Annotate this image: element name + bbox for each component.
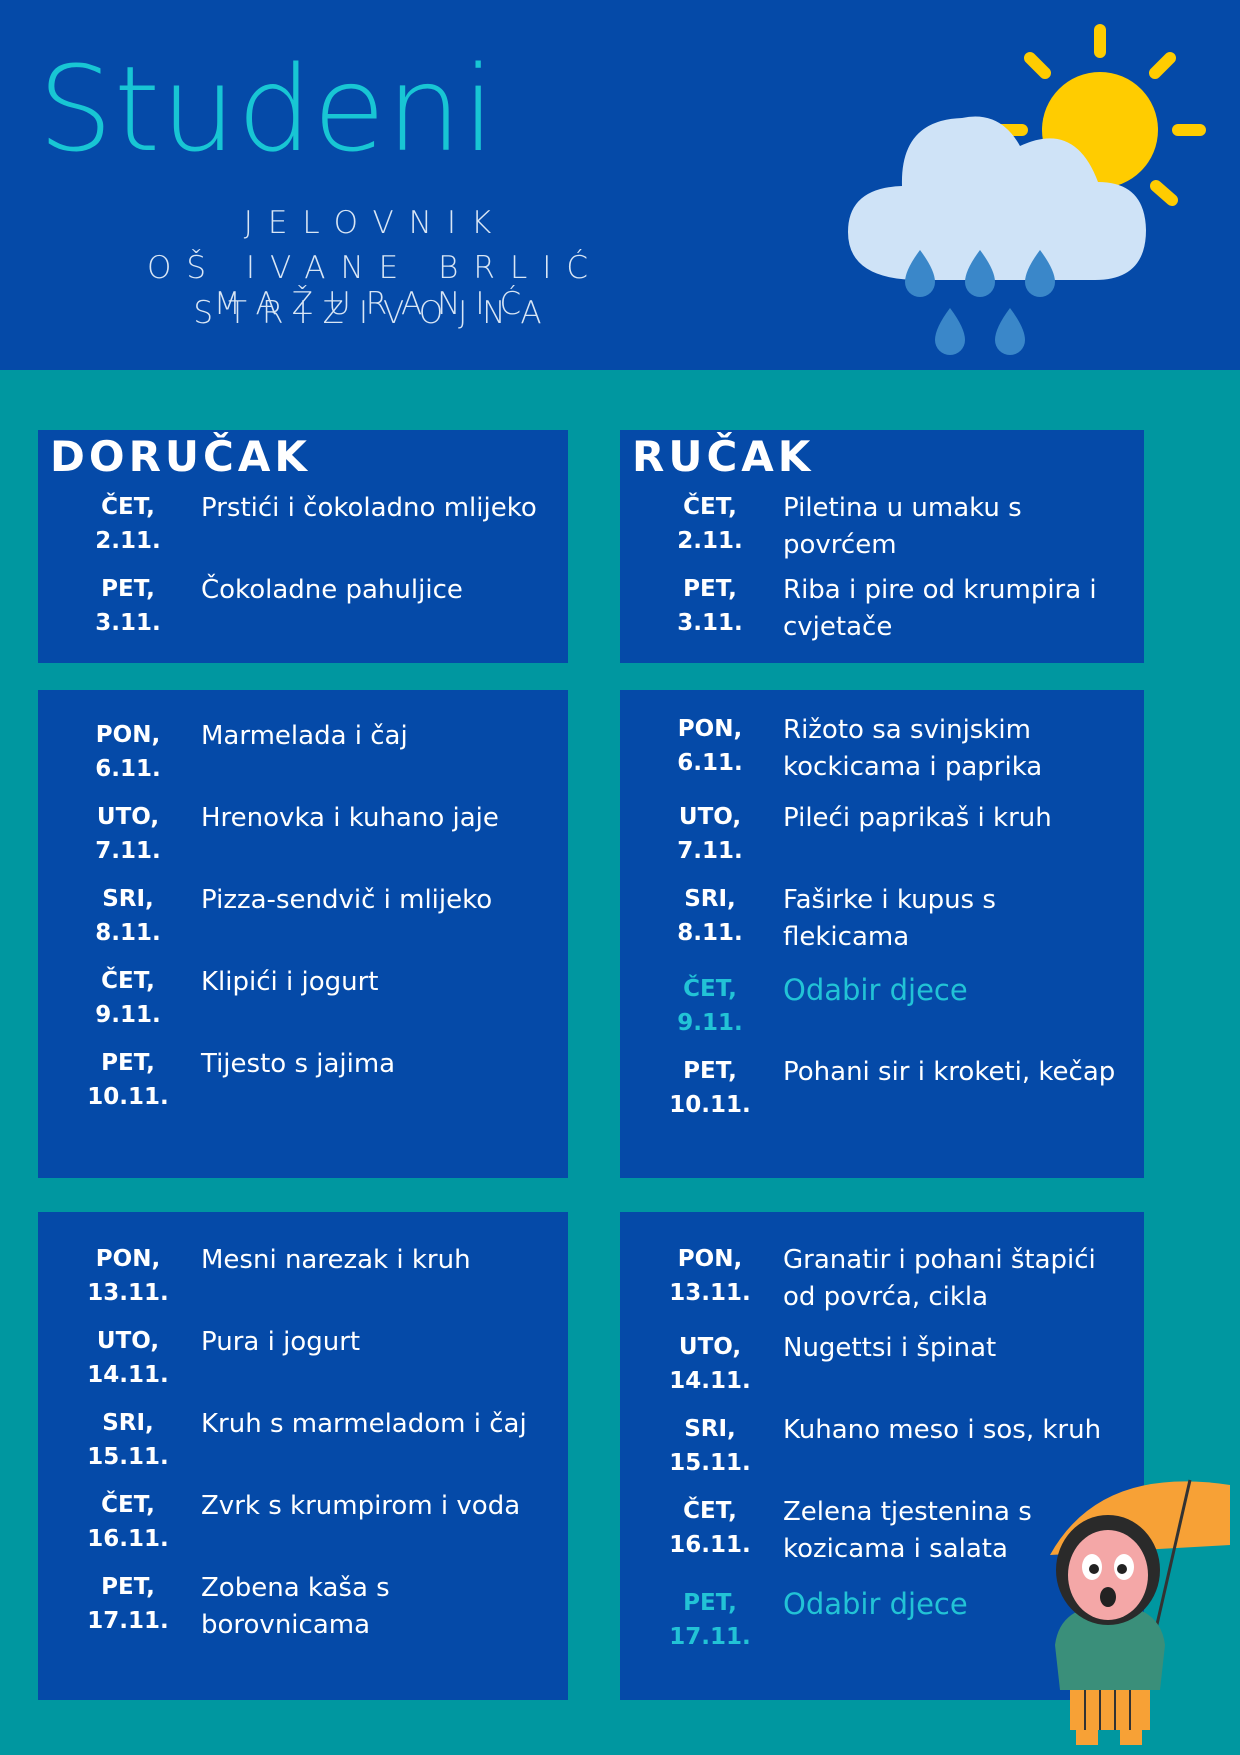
meal-text: Odabir djece <box>783 1587 968 1621</box>
day-label: PON, 13.11. <box>669 1246 751 1306</box>
meal-text: Mesni narezak i kruh <box>201 1245 471 1275</box>
subtitle-school: OŠ IVANE BRLIĆ MAŽURANIĆ <box>146 250 604 322</box>
day-label: PET, 17.11. <box>669 1590 751 1650</box>
lunch-week3-panel: PON, 13.11. Granatir i pohani štapići od … <box>620 1212 1144 1700</box>
meal-text: Zelena tjestenina s kozicama i salata <box>783 1497 1032 1564</box>
day-label: ČET, 16.11. <box>669 1498 751 1558</box>
day-label: PET, 17.11. <box>87 1574 169 1634</box>
meal-text: Zvrk s krumpirom i voda <box>201 1491 521 1521</box>
breakfast-heading: DORUČAK <box>50 432 311 481</box>
meal-text: Granatir i pohani štapići od povrća, cik… <box>783 1245 1096 1312</box>
day-label: ČET, 2.11. <box>677 494 743 554</box>
day-label: ČET, 9.11. <box>95 968 161 1028</box>
meal-text: Zobena kaša s borovnicama <box>201 1573 390 1640</box>
day-label: ČET, 16.11. <box>87 1492 169 1552</box>
meal-text: Pohani sir i kroketi, kečap <box>783 1057 1116 1087</box>
subtitle-jelovnik: JELOVNIK <box>243 205 507 241</box>
meal-text: Piletina u umaku s povrćem <box>783 493 1022 560</box>
meal-text: Čokoladne pahuljice <box>201 575 463 605</box>
day-label: SRI, 15.11. <box>669 1416 751 1476</box>
day-label: UTO, 7.11. <box>677 804 743 864</box>
meal-text: Klipići i jogurt <box>201 967 379 997</box>
day-label: SRI, 15.11. <box>87 1410 169 1470</box>
meal-text: Odabir djece <box>783 973 968 1007</box>
breakfast-week2-panel: PON, 6.11. Marmelada i čaj UTO, 7.11. Hren… <box>38 690 568 1178</box>
meal-text: Riba i pire od krumpira i cvjetače <box>783 575 1097 642</box>
cloud-icon <box>848 116 1146 280</box>
day-label: PET, 3.11. <box>677 576 743 636</box>
subtitle-place: STRIZIVOJNA <box>193 295 557 331</box>
day-label: PON, 13.11. <box>87 1246 169 1306</box>
header-banner: Studeni JELOVNIK OŠ IVANE BRLIĆ MAŽURANI… <box>0 0 1240 370</box>
breakfast-week3-panel: PON, 13.11. Mesni narezak i kruh UTO, 14.1… <box>38 1212 568 1700</box>
meal-text: Nugettsi i špinat <box>783 1333 997 1363</box>
lunch-heading: RUČAK <box>632 432 815 481</box>
girl-with-umbrella-illustration <box>1050 1479 1230 1745</box>
meal-text: Prstići i čokoladno mlijeko <box>201 493 537 523</box>
day-label: ČET, 2.11. <box>95 494 161 554</box>
meal-text: Kruh s marmeladom i čaj <box>201 1409 527 1439</box>
lunch-week2-panel: PON, 6.11. Rižoto sa svinjskim kockicama … <box>620 690 1144 1178</box>
meal-text: Pileći paprikaš i kruh <box>783 803 1052 833</box>
day-label: SRI, 8.11. <box>677 886 743 946</box>
meal-text: Pura i jogurt <box>201 1327 361 1357</box>
meal-text: Tijesto s jajima <box>201 1049 396 1079</box>
day-label: PET, 10.11. <box>87 1050 169 1110</box>
meal-text: Pizza-sendvič i mlijeko <box>201 885 493 915</box>
day-label: PON, 6.11. <box>95 722 161 782</box>
day-label: PET, 10.11. <box>669 1058 751 1118</box>
meal-text: Kuhano meso i sos, kruh <box>783 1415 1102 1445</box>
raindrop-icon <box>905 250 1055 355</box>
day-label: UTO, 14.11. <box>87 1328 169 1388</box>
weather-illustration <box>848 24 1206 355</box>
day-label: PON, 6.11. <box>677 716 743 776</box>
meal-text: Marmelada i čaj <box>201 721 408 751</box>
day-label: SRI, 8.11. <box>95 886 161 946</box>
day-label: PET, 3.11. <box>95 576 161 636</box>
day-label: ČET, 9.11. <box>677 976 743 1036</box>
day-label: UTO, 14.11. <box>669 1334 751 1394</box>
meal-text: Faširke i kupus s flekicama <box>783 885 996 952</box>
day-label: UTO, 7.11. <box>95 804 161 864</box>
meal-text: Hrenovka i kuhano jaje <box>201 803 499 833</box>
meal-text: Rižoto sa svinjskim kockicama i paprika <box>783 715 1043 782</box>
breakfast-week1-panel: DORUČAK ČET, 2.11. Prstići i čokoladno ml… <box>38 430 568 663</box>
page-title: Studeni <box>38 40 497 178</box>
lunch-week1-panel: RUČAK ČET, 2.11. Piletina u umaku s povrć… <box>620 430 1144 663</box>
